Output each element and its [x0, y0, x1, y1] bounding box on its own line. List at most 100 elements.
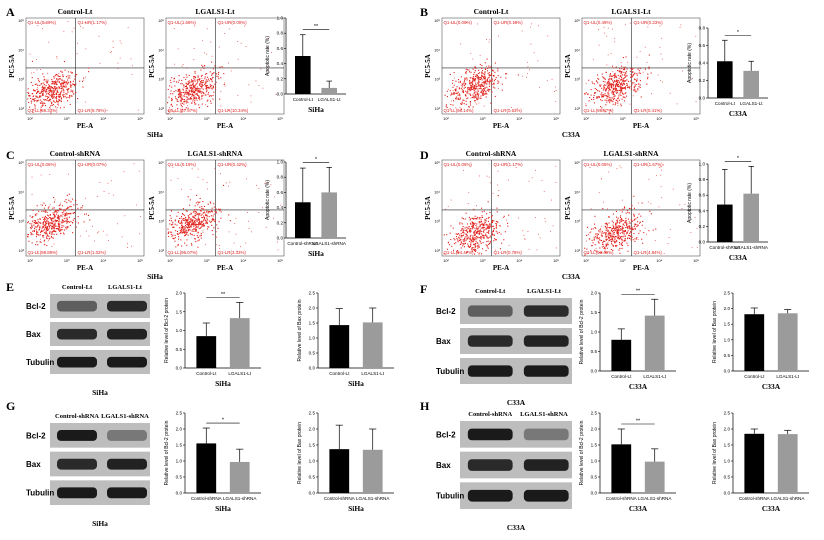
event-dot	[461, 91, 463, 93]
event-dot	[56, 97, 58, 99]
event-dot	[483, 78, 485, 80]
event-dot	[477, 83, 479, 85]
event-dot	[470, 243, 472, 245]
event-dot	[173, 111, 175, 113]
event-dot	[175, 98, 177, 100]
event-dot	[45, 99, 47, 101]
event-dot	[484, 93, 486, 95]
x-tick-label: LGALS1-Lt	[361, 371, 384, 376]
event-dot	[202, 39, 204, 41]
event-dot	[218, 46, 220, 48]
event-dot	[477, 95, 479, 97]
event-dot	[167, 113, 169, 115]
event-dot	[476, 231, 478, 233]
event-dot	[218, 71, 220, 73]
event-dot	[56, 90, 58, 92]
event-dot	[212, 76, 214, 78]
event-dot	[470, 242, 472, 244]
event-dot	[485, 90, 487, 92]
lane-label: Control-shRNA	[55, 413, 99, 420]
blot-band	[57, 356, 97, 368]
event-dot	[638, 213, 640, 215]
event-dot	[613, 93, 615, 95]
event-dot	[53, 197, 55, 199]
event-dot	[663, 164, 664, 166]
event-dot	[81, 207, 83, 209]
event-dot	[606, 222, 608, 224]
event-dot	[192, 229, 194, 231]
event-dot	[606, 82, 608, 84]
x-tick-label: 10⁴	[516, 259, 522, 263]
event-dot	[45, 221, 47, 223]
event-dot	[198, 88, 200, 90]
event-dot	[446, 96, 448, 98]
event-dot	[43, 79, 45, 81]
event-dot	[107, 182, 109, 184]
chart-cell-label: C33A	[629, 504, 648, 513]
event-dot	[200, 226, 202, 228]
event-dot	[54, 86, 56, 88]
event-dot	[602, 240, 604, 242]
event-dot	[482, 94, 484, 96]
event-dot	[635, 218, 637, 220]
event-dot	[483, 76, 485, 78]
event-dot	[205, 214, 207, 216]
event-dot	[526, 76, 527, 78]
event-dot	[634, 238, 636, 240]
event-dot	[452, 104, 454, 106]
event-dot	[456, 92, 458, 94]
event-dot	[35, 214, 37, 216]
event-dot	[72, 91, 74, 93]
event-dot	[475, 87, 477, 89]
event-dot	[625, 86, 627, 88]
event-dot	[198, 91, 200, 93]
event-dot	[172, 166, 174, 168]
event-dot	[201, 216, 203, 218]
event-dot	[187, 215, 189, 217]
event-dot	[197, 246, 199, 248]
event-dot	[176, 104, 178, 106]
event-dot	[45, 204, 47, 206]
event-dot	[50, 224, 52, 226]
event-dot	[42, 73, 44, 75]
event-dot	[466, 22, 467, 24]
event-dot	[612, 92, 614, 94]
blot-row-label: Bax	[436, 461, 451, 470]
event-dot	[488, 225, 490, 227]
event-dot	[607, 93, 609, 95]
event-dot	[601, 235, 603, 237]
y-tick-label: 0.6	[699, 193, 706, 198]
event-dot	[196, 93, 198, 95]
event-dot	[545, 221, 546, 223]
event-dot	[607, 54, 609, 56]
event-dot	[455, 80, 457, 82]
event-dot	[466, 98, 468, 100]
event-dot	[177, 94, 179, 96]
event-dot	[455, 98, 457, 100]
event-dot	[51, 104, 53, 106]
event-dot	[452, 80, 454, 82]
y-axis-title: Apoptotic rate (%)	[687, 183, 693, 223]
event-dot	[661, 197, 663, 199]
event-dot	[481, 236, 483, 238]
event-dot	[630, 219, 632, 221]
event-dot	[250, 101, 252, 103]
x-tick-label: 10⁵	[277, 259, 283, 263]
event-dot	[497, 184, 498, 186]
event-dot	[58, 210, 60, 212]
event-dot	[601, 100, 603, 102]
event-dot	[465, 230, 467, 232]
event-dot	[71, 72, 73, 74]
event-dot	[480, 95, 482, 97]
y-tick-label: 10⁴	[574, 190, 580, 194]
event-dot	[458, 81, 460, 83]
event-dot	[501, 83, 503, 85]
event-dot	[487, 227, 489, 229]
event-dot	[41, 94, 43, 96]
event-dot	[599, 237, 601, 239]
event-dot	[613, 235, 615, 237]
event-dot	[199, 223, 201, 225]
event-dot	[88, 235, 90, 237]
event-dot	[67, 88, 69, 90]
